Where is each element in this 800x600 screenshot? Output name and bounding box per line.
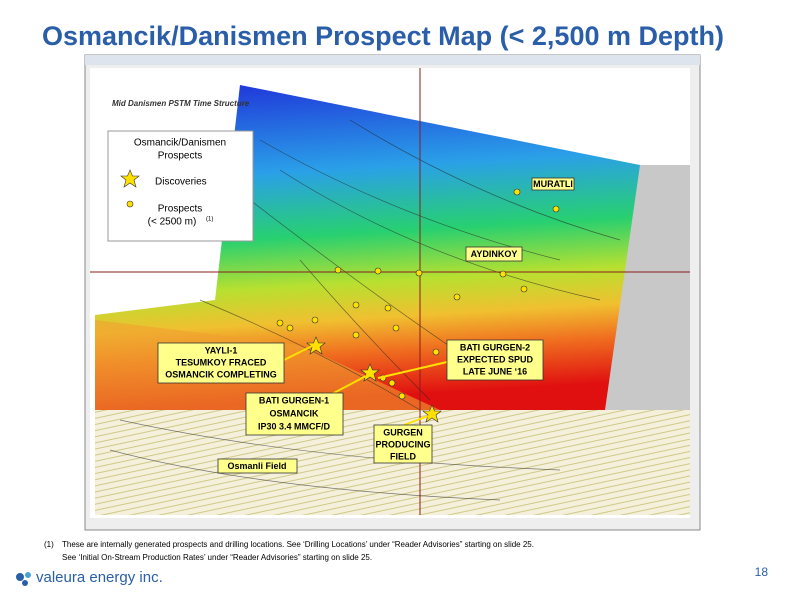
legend-prospects: (< 2500 m) (148, 217, 197, 228)
map-label: OSMANCIK (270, 408, 319, 418)
footnote: These are internally generated prospects… (62, 540, 534, 549)
map-header: Mid Danismen PSTM Time Structure (112, 99, 250, 108)
slide-title: Osmancik/Danismen Prospect Map (< 2,500 … (42, 21, 724, 51)
map-label: EXPECTED SPUD (457, 354, 534, 364)
legend-note: (1) (206, 217, 213, 223)
logo: valeura energy inc. (16, 569, 163, 586)
legend-title: Osmancik/Danismen (134, 138, 226, 149)
map-label: IP30 3.4 MMCF/D (258, 421, 331, 431)
legend-prospects: Prospects (158, 204, 202, 215)
map-label: BATI GURGEN-1 (259, 395, 329, 405)
legend-discoveries: Discoveries (155, 177, 207, 188)
map: Mid Danismen PSTM Time Structure Osmanci… (84, 54, 701, 531)
page-number: 18 (755, 565, 769, 579)
map-label: BATI GURGEN-2 (460, 342, 530, 352)
map-label: OSMANCIK COMPLETING (165, 369, 277, 379)
map-label: Osmanli Field (227, 461, 286, 471)
footnote-marker: (1) (44, 540, 54, 549)
map-label: PRODUCING (375, 439, 430, 449)
map-label: FIELD (390, 451, 416, 461)
map-label: LATE JUNE ‘16 (463, 366, 527, 376)
legend: Osmancik/Danismen Prospects Discoveries … (107, 130, 254, 242)
map-label: YAYLI-1 (205, 345, 238, 355)
map-label: AYDINKOY (471, 249, 518, 259)
footnote: See ‘Initial On-Stream Production Rates’… (62, 553, 372, 562)
map-label: MURATLI (533, 179, 573, 189)
map-label: TESUMKOY FRACED (176, 357, 267, 367)
logo-text: valeura energy inc. (36, 569, 163, 586)
legend-title: Prospects (158, 151, 202, 162)
map-label: GURGEN (383, 427, 423, 437)
